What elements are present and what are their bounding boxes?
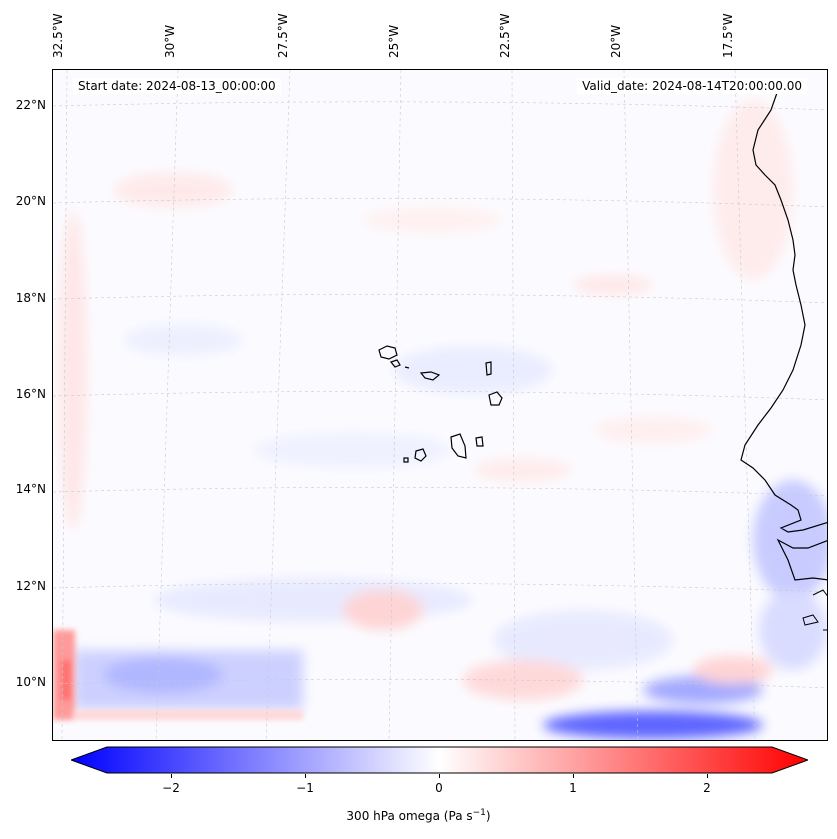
valid-date-label: Valid_date: 2024-08-14T20:00:00.00 xyxy=(577,78,807,94)
island-sal xyxy=(485,361,492,376)
start-date-label: Start date: 2024-08-13_00:00:00 xyxy=(73,78,281,94)
cbar-tickmark xyxy=(707,774,708,778)
island-boa-vista xyxy=(488,391,503,406)
lon-label-30w: 30°W xyxy=(163,24,177,58)
lat-label-16n: 16°N xyxy=(15,387,46,401)
omega-field-edge xyxy=(53,630,303,720)
island-santiago xyxy=(450,433,467,459)
colorbar xyxy=(69,746,810,774)
graticule xyxy=(53,70,827,740)
lat-label-22n: 22°N xyxy=(15,98,46,112)
map-panel[interactable]: Start date: 2024-08-13_00:00:00 Valid_da… xyxy=(52,69,828,741)
island-santa-luzia xyxy=(404,366,410,369)
island-fogo xyxy=(414,448,427,462)
island-maio xyxy=(475,436,484,447)
cbar-tick-0: 0 xyxy=(435,781,443,795)
omega-field xyxy=(59,100,827,739)
lat-label-20n: 20°N xyxy=(15,194,46,208)
island-sao-nicolau xyxy=(419,371,441,381)
lon-label-27.5w: 27.5°W xyxy=(276,13,290,58)
island-sao-vicente xyxy=(389,359,401,368)
colorbar-label: 300 hPa omega (Pa s−1) xyxy=(0,808,837,823)
africa-coastline-south xyxy=(776,538,827,581)
colorbar-graphic xyxy=(69,746,810,774)
lat-label-18n: 18°N xyxy=(15,291,46,305)
lat-label-14n: 14°N xyxy=(15,482,46,496)
colorbar-label-main: 300 hPa omega (Pa s xyxy=(346,809,473,823)
cape-verde-islands xyxy=(378,345,503,463)
cbar-tick-1: 1 xyxy=(569,781,577,795)
cbar-tick-neg1: −1 xyxy=(296,781,314,795)
cbar-tick-neg2: −2 xyxy=(162,781,180,795)
island-brava xyxy=(403,457,409,463)
lon-label-25w: 25°W xyxy=(387,24,401,58)
lat-label-12n: 12°N xyxy=(15,579,46,593)
cbar-tickmark xyxy=(171,774,172,778)
colorbar-label-end: ) xyxy=(485,809,491,823)
cbar-tick-2: 2 xyxy=(703,781,711,795)
lon-label-20w: 20°W xyxy=(609,24,623,58)
lon-label-22.5w: 22.5°W xyxy=(498,13,512,58)
lon-label-32.5w: 32.5°W xyxy=(51,13,65,58)
map-canvas xyxy=(53,70,827,740)
lat-label-10n: 10°N xyxy=(15,675,46,689)
africa-coastline xyxy=(740,89,827,533)
island-santo-antao xyxy=(378,345,398,360)
colorbar-label-sup: −1 xyxy=(472,808,486,818)
coast-detail xyxy=(802,589,827,631)
map-background xyxy=(53,70,827,740)
colorbar-bar xyxy=(69,746,810,774)
cbar-tickmark xyxy=(573,774,574,778)
cbar-tickmark xyxy=(305,774,306,778)
cbar-tickmark xyxy=(439,774,440,778)
lon-label-17.5w: 17.5°W xyxy=(721,13,735,58)
